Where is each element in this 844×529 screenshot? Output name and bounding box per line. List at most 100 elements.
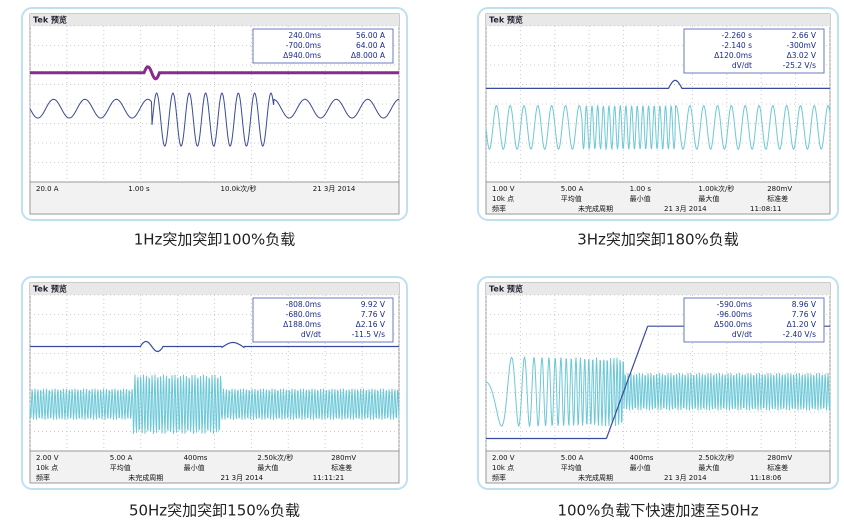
cursor-readout: -2.40 V/s [783, 330, 816, 339]
cursor-readout: Δ8.000 A [351, 51, 386, 60]
status-text: 最小值 [630, 194, 651, 203]
cursor-readout: dV/dt [732, 330, 752, 339]
status-bar [29, 450, 400, 484]
cursor-readout: Δ940.0ms [283, 51, 321, 60]
trace-2 [485, 104, 831, 151]
status-text: 最大值 [257, 463, 278, 472]
status-text: 21 3月 2014 [221, 474, 264, 482]
status-text: 1.00k次/秒 [698, 184, 734, 193]
caption: 100%负载下快速加速至50Hz [557, 502, 758, 520]
trace-2 [29, 374, 400, 434]
status-text: 21 3月 2014 [664, 205, 707, 213]
status-text: 11:08:11 [750, 205, 781, 213]
cursor-readout: Δ120.0ms [714, 51, 752, 60]
status-text: 2.50k次/秒 [698, 453, 734, 462]
cursor-readout: -2.140 s [722, 41, 753, 50]
cursor-readout: -700.0ms [286, 41, 321, 50]
status-text: 21 3月 2014 [313, 185, 356, 193]
status-text: 1.00 s [128, 185, 150, 193]
status-text: 标准差 [331, 463, 352, 472]
scope-header [486, 283, 830, 295]
status-bar [29, 181, 400, 215]
status-text: 1.00 V [492, 185, 515, 193]
cursor-readout: Δ1.20 V [787, 320, 817, 329]
scope-brand: Tek 预览 [489, 15, 523, 25]
status-text: 10.0k次/秒 [221, 184, 257, 193]
cursor-readout: dV/dt [732, 61, 752, 70]
status-text: 11:11:21 [313, 474, 344, 482]
trace-1 [486, 79, 830, 90]
status-text: 最小值 [184, 463, 205, 472]
status-text: 平均值 [110, 463, 131, 472]
cursor-readout: -808.0ms [286, 300, 321, 309]
caption: 3Hz突加突卸180%负载 [577, 231, 739, 249]
cursor-readout: -2.260 s [722, 31, 753, 40]
status-text: 标准差 [767, 194, 788, 203]
cursor-readout: -680.0ms [286, 310, 321, 319]
status-text: 频率 [36, 473, 50, 482]
status-text: 2.50k次/秒 [257, 453, 293, 462]
caption: 1Hz突加突卸100%负载 [134, 231, 296, 249]
scope-header [30, 14, 399, 26]
status-text: 280mV [767, 185, 792, 193]
status-text: 400ms [630, 454, 654, 462]
cursor-readout-box [252, 28, 394, 64]
status-text: 5.00 A [110, 454, 133, 462]
status-text: 5.00 A [561, 454, 584, 462]
status-text: 280mV [767, 454, 792, 462]
cursor-readout: -300mV [787, 41, 817, 50]
scope-brand: Tek 预览 [489, 284, 523, 294]
status-text: 频率 [492, 204, 506, 213]
trace-2 [485, 355, 831, 428]
cursor-readout: 2.66 V [792, 31, 817, 40]
cursor-readout: Δ188.0ms [283, 320, 321, 329]
cursor-readout: 8.96 V [792, 300, 817, 309]
status-text: 标准差 [767, 463, 788, 472]
status-text: 5.00 A [561, 185, 584, 193]
scope-brand: Tek 预览 [33, 284, 67, 294]
status-text: 11:18:06 [750, 474, 782, 482]
scope-header [486, 14, 830, 26]
cursor-readout: 7.76 V [792, 310, 817, 319]
trace-1 [30, 340, 399, 353]
scope-brand: Tek 预览 [33, 15, 67, 25]
cursor-readout: Δ500.0ms [714, 320, 752, 329]
scope-header [30, 283, 399, 295]
status-text: 400ms [184, 454, 208, 462]
trace-2 [29, 92, 400, 147]
status-text: 未完成周期 [578, 204, 613, 213]
status-text: 最小值 [630, 463, 651, 472]
cursor-readout-box [252, 297, 394, 343]
status-bar [485, 450, 831, 484]
cursor-readout: 240.0ms [288, 31, 321, 40]
cursor-readout: Δ2.16 V [356, 320, 386, 329]
status-text: 280mV [331, 454, 356, 462]
status-text: 2.00 V [492, 454, 515, 462]
status-text: 频率 [492, 473, 506, 482]
caption: 50Hz突加突卸150%负载 [129, 502, 300, 520]
status-text: 最大值 [698, 194, 719, 203]
cursor-readout: 56.00 A [356, 31, 386, 40]
status-bar [485, 181, 831, 215]
status-text: 20.0 A [36, 185, 59, 193]
cursor-readout: 9.92 V [361, 300, 386, 309]
cursor-readout-box [683, 28, 825, 74]
status-text: 10k 点 [36, 464, 58, 472]
cursor-readout: Δ3.02 V [787, 51, 817, 60]
cursor-readout: 7.76 V [361, 310, 386, 319]
cursor-readout: -25.2 V/s [783, 61, 816, 70]
cursor-readout: -11.5 V/s [352, 330, 385, 339]
status-text: 未完成周期 [128, 473, 163, 482]
cursor-readout: dV/dt [301, 330, 321, 339]
status-text: 2.00 V [36, 454, 59, 462]
status-text: 21 3月 2014 [664, 474, 707, 482]
status-text: 10k 点 [492, 464, 514, 472]
status-text: 平均值 [561, 194, 582, 203]
status-text: 10k 点 [492, 195, 514, 203]
status-text: 未完成周期 [578, 473, 613, 482]
trace-1 [30, 65, 399, 81]
cursor-readout: -96.00ms [717, 310, 752, 319]
status-text: 最大值 [698, 463, 719, 472]
cursor-readout: -590.0ms [717, 300, 752, 309]
